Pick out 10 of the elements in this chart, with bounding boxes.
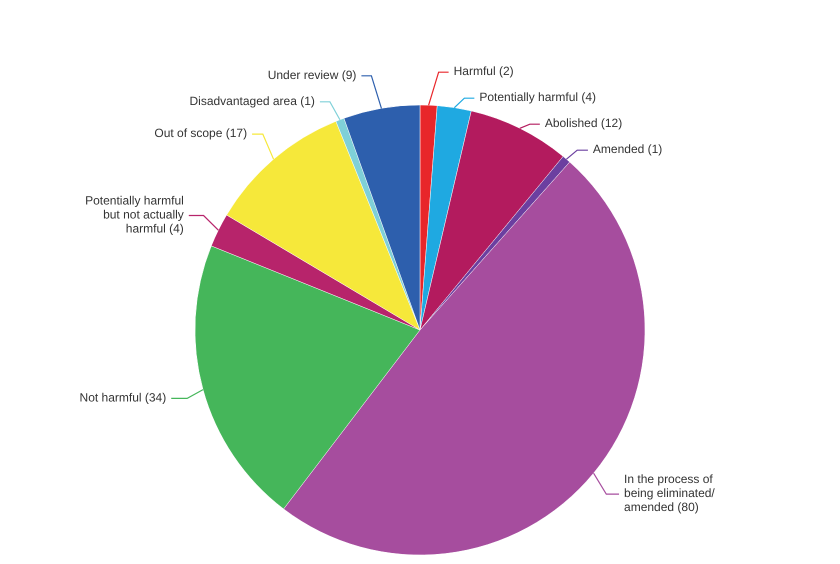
- slice-label: Potentially harmful but not actually harmful (4): [85, 194, 184, 236]
- slice-label: Not harmful (34): [80, 390, 166, 405]
- slice-label: Harmful (2): [454, 64, 514, 78]
- slice-label: Abolished (12): [544, 116, 622, 130]
- slice-label: Under review (9): [268, 68, 356, 82]
- slice-label: Potentially harmful (4): [479, 90, 596, 104]
- slice-label: Disadvantaged area (1): [189, 94, 315, 108]
- slice-label: Amended (1): [592, 142, 662, 156]
- slice-label: Out of scope (17): [154, 126, 248, 140]
- slice-label: In the process of being eliminated/ amended (80): [624, 472, 716, 514]
